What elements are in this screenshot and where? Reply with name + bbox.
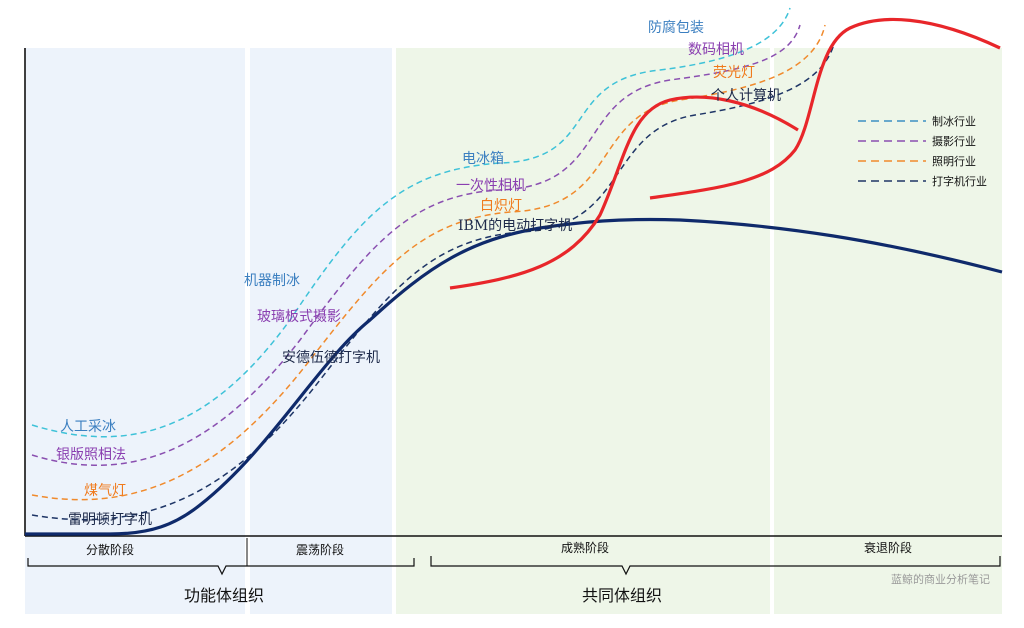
typewriter-industry-curve	[31, 39, 836, 521]
typewriter-label-1: 雷明顿打字机	[68, 511, 152, 528]
ice-label-1: 人工采冰	[60, 419, 116, 435]
group-brace-functional	[27, 558, 415, 576]
typewriter-label-2: 安德伍德打字机	[282, 349, 380, 366]
main-lifecycle-curve	[25, 217, 1003, 536]
group-brace-community	[430, 556, 1001, 576]
watermark: 蓝鲸的商业分析笔记	[891, 572, 990, 586]
typewriter-label-4: 个人计算机	[711, 88, 781, 104]
ice-label-2: 机器制冰	[244, 273, 300, 289]
stage-band-dispersed	[25, 48, 245, 614]
photo-label-2: 玻璃板式摄影	[257, 308, 341, 325]
stage-label-dispersed: 分散阶段	[86, 542, 134, 557]
stage-band-mature	[396, 48, 770, 614]
stage-label-decline: 衰退阶段	[864, 540, 912, 555]
ice-label-4: 防腐包装	[648, 19, 704, 36]
legend-ice-label: 制冰行业	[932, 115, 976, 128]
light-label-2: 白炽灯	[480, 198, 522, 214]
stage-band-decline	[774, 48, 1002, 614]
photo-industry-curve	[31, 24, 801, 466]
group-label-community: 共同体组织	[582, 586, 662, 605]
stage-label-mature: 成熟阶段	[561, 540, 609, 555]
legend-photo-label: 摄影行业	[932, 134, 976, 148]
stage-band-turbulent	[250, 48, 392, 614]
legend-light-label: 照明行业	[932, 155, 976, 168]
light-label-1: 煤气灯	[84, 483, 126, 499]
legend: 制冰行业 摄影行业 照明行业 打字机行业	[858, 115, 987, 188]
legend-typewriter-label: 打字机行业	[932, 174, 987, 188]
photo-label-4: 数码相机	[688, 42, 744, 58]
group-label-functional: 功能体组织	[184, 586, 264, 605]
red-curve-third	[649, 17, 1001, 200]
ice-label-3: 电冰箱	[462, 151, 504, 167]
photo-label-1: 银版照相法	[56, 447, 126, 463]
light-label-3: 荧光灯	[713, 64, 755, 81]
red-curve-second	[449, 95, 799, 290]
ice-industry-curve	[31, 7, 791, 438]
typewriter-label-3: IBM的电动打字机	[458, 217, 572, 234]
stage-label-turbulent: 震荡阶段	[296, 542, 344, 557]
photo-label-3: 一次性相机	[456, 178, 526, 194]
